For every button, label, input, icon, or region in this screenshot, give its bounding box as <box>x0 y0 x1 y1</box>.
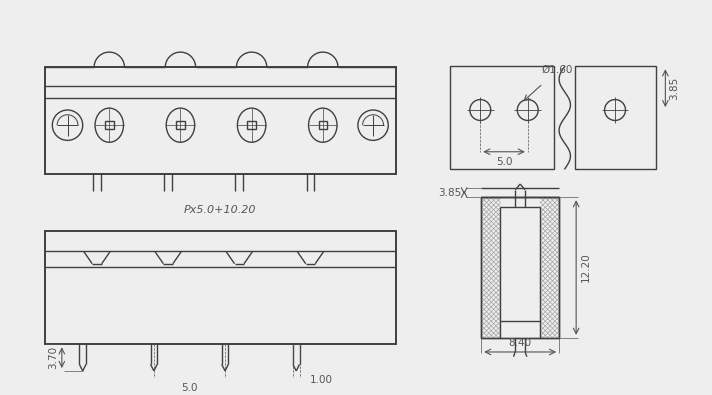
Text: 1.00: 1.00 <box>310 376 333 386</box>
Text: 3.85: 3.85 <box>438 188 461 198</box>
Text: 12.20: 12.20 <box>581 253 591 282</box>
Bar <box>318 121 327 130</box>
Text: 5.0: 5.0 <box>182 383 198 393</box>
Text: Ø1.60: Ø1.60 <box>541 65 572 75</box>
Bar <box>105 121 113 130</box>
Bar <box>481 198 559 338</box>
Bar <box>176 121 184 130</box>
Bar <box>247 121 256 130</box>
Text: 3.70: 3.70 <box>48 346 58 369</box>
Bar <box>481 198 559 338</box>
Text: 3.85: 3.85 <box>669 77 679 100</box>
Text: Px5.0+10.20: Px5.0+10.20 <box>184 205 256 214</box>
Text: 5.0: 5.0 <box>496 156 512 167</box>
Text: 8.40: 8.40 <box>508 338 532 348</box>
Bar <box>575 66 656 169</box>
Bar <box>450 66 555 169</box>
Bar <box>45 231 396 344</box>
Bar <box>45 67 396 173</box>
